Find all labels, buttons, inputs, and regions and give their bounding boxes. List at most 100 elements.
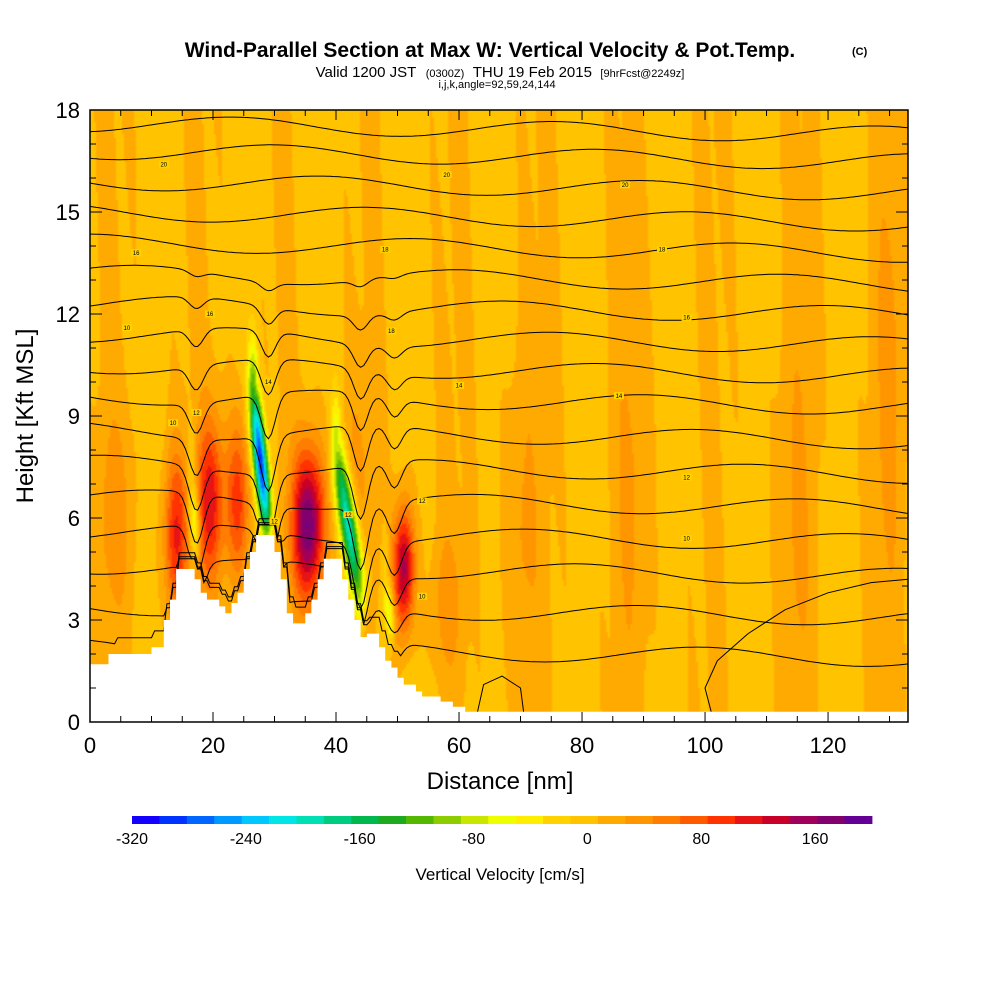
contour-label: 12 bbox=[345, 513, 352, 519]
x-tick-label: 20 bbox=[201, 733, 225, 758]
colorbar-swatch bbox=[406, 816, 434, 824]
theta-contour-line bbox=[90, 116, 908, 142]
contour-label-bg bbox=[380, 245, 391, 253]
contour-labels: 10 10 12 16 16 18 20 20 20 18 18 16 14 14 14 12 12 12 12 10… bbox=[121, 160, 692, 600]
colorbar-swatch bbox=[817, 816, 845, 824]
contour-label: 10 bbox=[170, 421, 177, 427]
colorbar-swatch bbox=[323, 816, 352, 824]
x-tick-label: 120 bbox=[810, 733, 847, 758]
contour-label-bg bbox=[343, 511, 354, 519]
contour-label-bg bbox=[204, 310, 215, 318]
contour-label: 12 bbox=[419, 499, 426, 505]
contour-label-bg bbox=[417, 497, 428, 505]
colorbar bbox=[132, 816, 873, 824]
theta-contour-line bbox=[90, 522, 908, 634]
colorbar-tick-label: 80 bbox=[692, 831, 710, 848]
copyright-mark: (C) bbox=[852, 46, 868, 58]
contour-label-bg bbox=[131, 249, 142, 257]
colorbar-swatch bbox=[680, 816, 708, 824]
contour-label-bg bbox=[681, 534, 692, 542]
plot-area: 10 10 12 16 16 18 20 20 20 18 18 16 14 14 14 12 12 12 12 10… bbox=[90, 110, 908, 722]
y-tick-label: 15 bbox=[56, 200, 80, 225]
contour-label: 18 bbox=[382, 248, 389, 254]
colorbar-swatch bbox=[269, 816, 297, 824]
theta-contour-line bbox=[90, 454, 908, 526]
contour-label-bg bbox=[263, 378, 274, 386]
theta-contour-line bbox=[90, 422, 908, 493]
y-tick-label: 18 bbox=[56, 98, 80, 123]
colorbar-swatch bbox=[789, 816, 818, 824]
subtitle-date: THU 19 Feb 2015 bbox=[473, 64, 592, 81]
colorbar-swatch bbox=[488, 816, 517, 824]
colorbar-swatch bbox=[460, 816, 489, 824]
x-tick-label: 40 bbox=[324, 733, 348, 758]
contour-label-bg bbox=[454, 381, 465, 389]
contour-label-bg bbox=[441, 171, 452, 179]
colorbar-ticks: -320 -240 -160 -80 0 80 160 bbox=[116, 831, 829, 848]
colorbar-swatch bbox=[351, 816, 380, 824]
chart-title: Wind-Parallel Section at Max W: Vertical… bbox=[185, 39, 868, 62]
y-tick-label: 0 bbox=[68, 710, 80, 735]
theta-contour-line bbox=[90, 524, 908, 625]
colorbar-swatch bbox=[378, 816, 407, 824]
theta-contour-line bbox=[90, 175, 908, 201]
contour-label: 16 bbox=[133, 251, 140, 257]
y-tick-label: 6 bbox=[68, 506, 80, 531]
contour-label-bg bbox=[158, 160, 169, 168]
y-tick-label: 9 bbox=[68, 404, 80, 429]
x-tick-label: 100 bbox=[687, 733, 724, 758]
contour-label: 12 bbox=[193, 411, 200, 417]
colorbar-tick-label: -80 bbox=[462, 831, 485, 848]
y-axis-label: Height [Kft MSL] bbox=[12, 329, 39, 504]
contour-label-bg bbox=[386, 327, 397, 335]
theta-contour-line bbox=[90, 389, 908, 440]
contour-label: 16 bbox=[207, 312, 214, 318]
colorbar-swatch bbox=[296, 816, 325, 824]
colorbar-swatch bbox=[707, 816, 736, 824]
theta-contour-line bbox=[90, 489, 908, 571]
subtitle-indices: i,j,k,angle=92,59,24,144 bbox=[438, 79, 555, 91]
colorbar-swatch bbox=[652, 816, 681, 824]
y-tick-labels: 0 3 6 9 12 15 18 bbox=[56, 98, 80, 735]
theta-contour-line bbox=[90, 524, 908, 610]
contour-label: 20 bbox=[160, 163, 167, 169]
theta-contour-line bbox=[90, 327, 908, 368]
y-tick-label: 12 bbox=[56, 302, 80, 327]
contour-label-bg bbox=[121, 324, 132, 332]
theta-contour-line bbox=[90, 206, 908, 232]
colorbar-tick-label: -160 bbox=[344, 831, 376, 848]
theta-contour-line bbox=[90, 233, 908, 263]
x-tick-label: 0 bbox=[84, 733, 96, 758]
contour-label-bg bbox=[417, 592, 428, 600]
contour-label: 12 bbox=[683, 475, 690, 481]
contour-label: 20 bbox=[443, 173, 450, 179]
theta-contour-line bbox=[90, 518, 908, 667]
y-tick-label: 3 bbox=[68, 608, 80, 633]
contour-label: 14 bbox=[616, 394, 623, 400]
chart-title-text: Wind-Parallel Section at Max W: Vertical… bbox=[185, 39, 796, 62]
colorbar-swatch bbox=[844, 816, 873, 824]
theta-contour-line bbox=[90, 144, 908, 170]
contour-label-bg bbox=[168, 419, 179, 427]
x-axis-label: Distance [nm] bbox=[427, 768, 574, 795]
contour-label-bg bbox=[613, 392, 624, 400]
colorbar-swatch bbox=[214, 816, 243, 824]
contour-label: 16 bbox=[683, 316, 690, 322]
theta-contour-line bbox=[90, 296, 908, 331]
terrain bbox=[90, 535, 908, 722]
contour-label: 20 bbox=[622, 183, 629, 189]
contour-label-bg bbox=[620, 181, 631, 189]
colorbar-swatch bbox=[570, 816, 599, 824]
contour-label: 14 bbox=[456, 384, 463, 390]
colorbar-swatch bbox=[132, 816, 160, 824]
colorbar-swatch bbox=[543, 816, 571, 824]
colorbar-swatch bbox=[433, 816, 462, 824]
colorbar-tick-label: 160 bbox=[802, 831, 829, 848]
theta-contour-line bbox=[704, 578, 908, 712]
contour-label: 18 bbox=[659, 248, 666, 254]
contour-label: 14 bbox=[265, 380, 272, 386]
subtitle-utc: (0300Z) bbox=[426, 68, 465, 80]
theta-contours bbox=[90, 116, 908, 712]
colorbar-tick-label: -320 bbox=[116, 831, 148, 848]
